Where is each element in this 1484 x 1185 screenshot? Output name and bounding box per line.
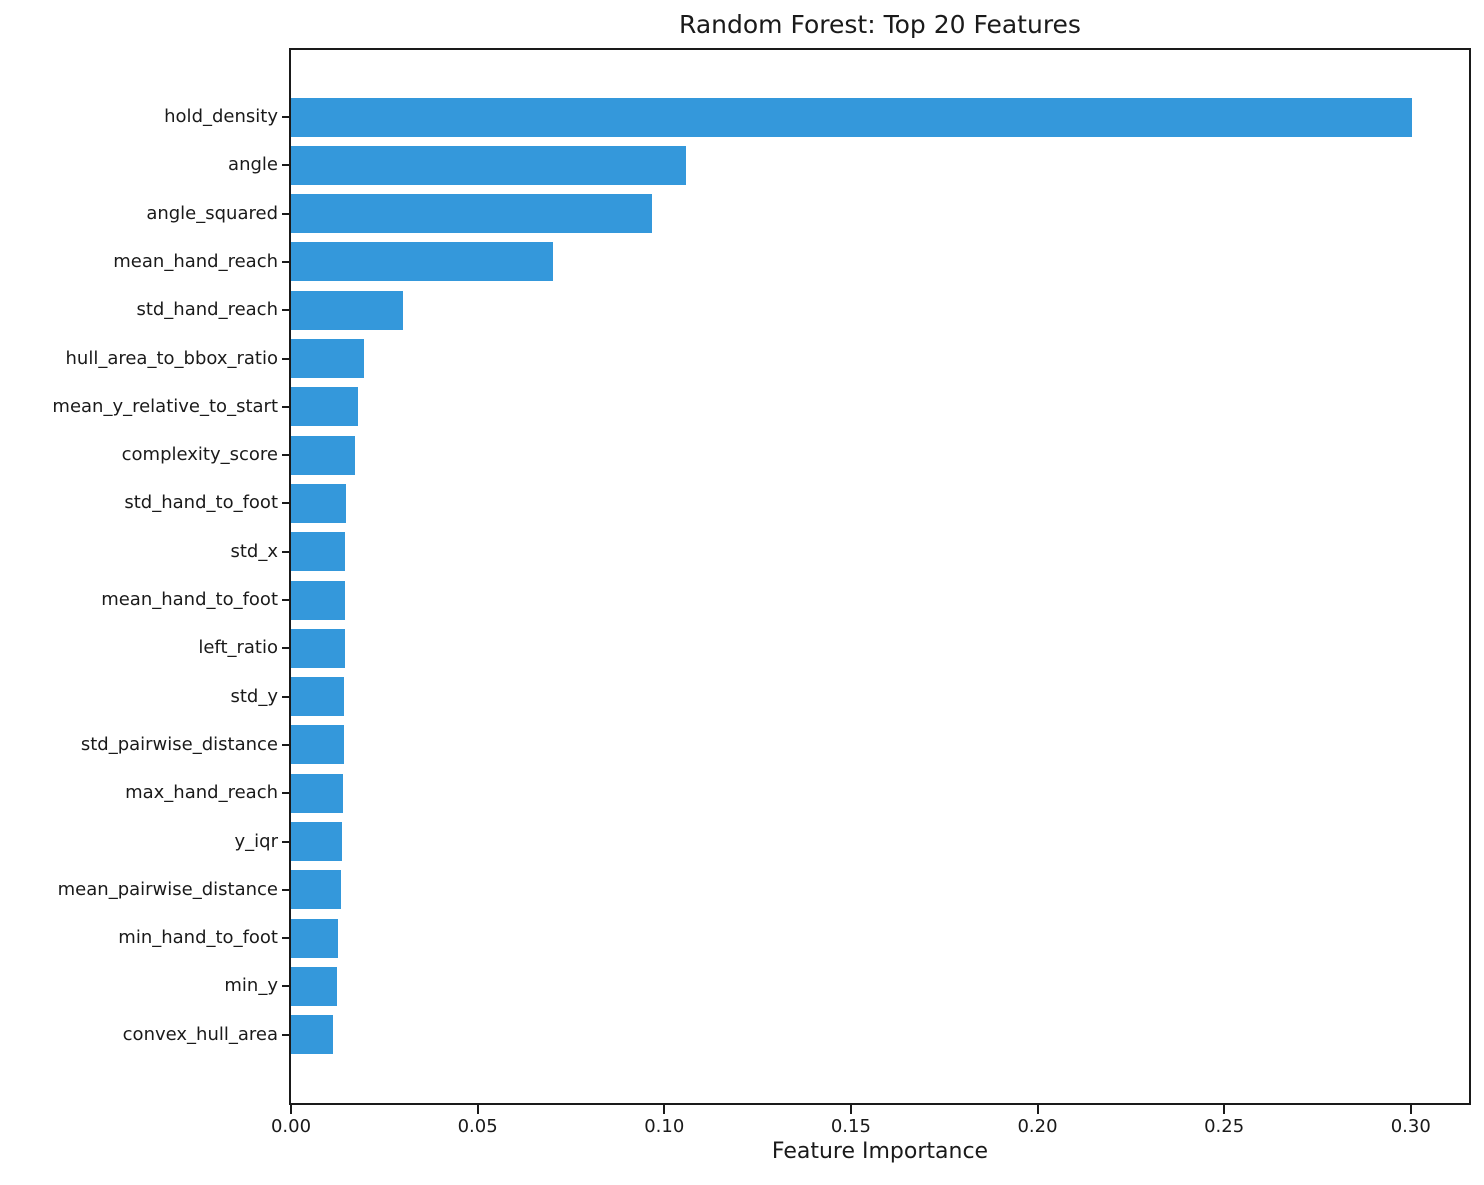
x-axis-label: Feature Importance xyxy=(771,1139,989,1164)
feature-bar xyxy=(291,242,553,282)
x-tick-label: 0.30 xyxy=(1390,1116,1431,1137)
y-tick-label: y_iqr xyxy=(234,830,278,852)
plot-area xyxy=(289,48,1471,1105)
y-tick-mark xyxy=(282,888,291,891)
feature-bar xyxy=(291,194,652,234)
chart-title: Random Forest: Top 20 Features xyxy=(679,10,1081,39)
feature-bar xyxy=(291,435,355,475)
y-tick-mark xyxy=(282,357,291,360)
feature-bar xyxy=(291,822,342,861)
feature-bar xyxy=(291,725,344,765)
y-tick-mark xyxy=(282,164,291,167)
y-tick-label: std_x xyxy=(230,540,278,562)
y-tick-mark xyxy=(282,647,291,650)
y-tick-mark xyxy=(282,599,291,601)
feature-bar xyxy=(291,145,686,185)
y-tick-mark xyxy=(282,116,291,118)
x-tick-label: 0.00 xyxy=(270,1116,312,1137)
feature-bar xyxy=(291,966,337,1006)
y-tick-label: max_hand_reach xyxy=(125,782,278,804)
y-tick-mark xyxy=(282,502,291,505)
x-tick-mark xyxy=(1409,1105,1412,1114)
y-tick-label: convex_hull_area xyxy=(122,1023,278,1045)
y-tick-mark xyxy=(282,792,291,795)
y-tick-mark xyxy=(282,260,291,263)
feature-bar xyxy=(291,1015,333,1055)
y-tick-label: mean_pairwise_distance xyxy=(57,878,278,900)
x-tick-label: 0.10 xyxy=(644,1116,685,1137)
feature-bar xyxy=(291,773,343,813)
y-tick-label: min_y xyxy=(224,975,278,997)
y-tick-label: hold_density xyxy=(164,106,278,127)
y-tick-mark xyxy=(282,405,291,408)
y-tick-label: mean_y_relative_to_start xyxy=(52,395,278,417)
y-tick-mark xyxy=(282,937,291,940)
feature-bar xyxy=(291,677,344,717)
y-tick-label: std_pairwise_distance xyxy=(80,733,278,755)
y-tick-mark xyxy=(282,985,291,988)
x-tick-mark xyxy=(849,1105,852,1114)
y-tick-label: min_hand_to_foot xyxy=(118,927,278,949)
feature-bar xyxy=(291,870,341,910)
y-tick-label: std_hand_to_foot xyxy=(124,492,278,514)
feature-bar xyxy=(291,97,1412,137)
y-tick-mark xyxy=(282,454,291,457)
y-tick-label: mean_hand_reach xyxy=(113,250,278,272)
y-tick-label: std_y xyxy=(230,685,278,707)
feature-bar xyxy=(291,483,346,523)
x-tick-mark xyxy=(476,1105,479,1114)
y-tick-mark xyxy=(282,840,291,843)
x-tick-label: 0.15 xyxy=(830,1116,871,1137)
y-tick-label: hull_area_to_bbox_ratio xyxy=(65,347,279,369)
x-tick-mark xyxy=(290,1105,292,1114)
y-tick-mark xyxy=(282,550,291,553)
feature-bar xyxy=(291,532,345,572)
x-tick-mark xyxy=(663,1105,666,1114)
y-tick-label: std_hand_reach xyxy=(136,299,278,321)
feature-bar xyxy=(291,339,364,378)
y-tick-mark xyxy=(282,212,291,215)
feature-bar xyxy=(291,580,345,620)
y-tick-mark xyxy=(282,743,291,746)
y-tick-label: angle_squared xyxy=(146,202,278,224)
feature-bar xyxy=(291,918,338,958)
y-tick-label: angle xyxy=(228,154,278,176)
y-tick-mark xyxy=(282,1033,291,1036)
x-tick-mark xyxy=(1223,1105,1226,1114)
y-tick-mark xyxy=(282,309,291,312)
feature-bar xyxy=(291,387,358,427)
y-tick-mark xyxy=(282,695,291,698)
x-tick-label: 0.25 xyxy=(1204,1116,1245,1137)
x-tick-mark xyxy=(1036,1105,1039,1114)
feature-bar xyxy=(291,290,403,330)
x-tick-label: 0.05 xyxy=(457,1116,498,1137)
y-tick-label: mean_hand_to_foot xyxy=(101,589,278,610)
x-tick-label: 0.20 xyxy=(1017,1116,1058,1137)
y-tick-label: complexity_score xyxy=(121,444,278,466)
feature-bar xyxy=(291,628,345,668)
y-tick-label: left_ratio xyxy=(198,637,278,659)
